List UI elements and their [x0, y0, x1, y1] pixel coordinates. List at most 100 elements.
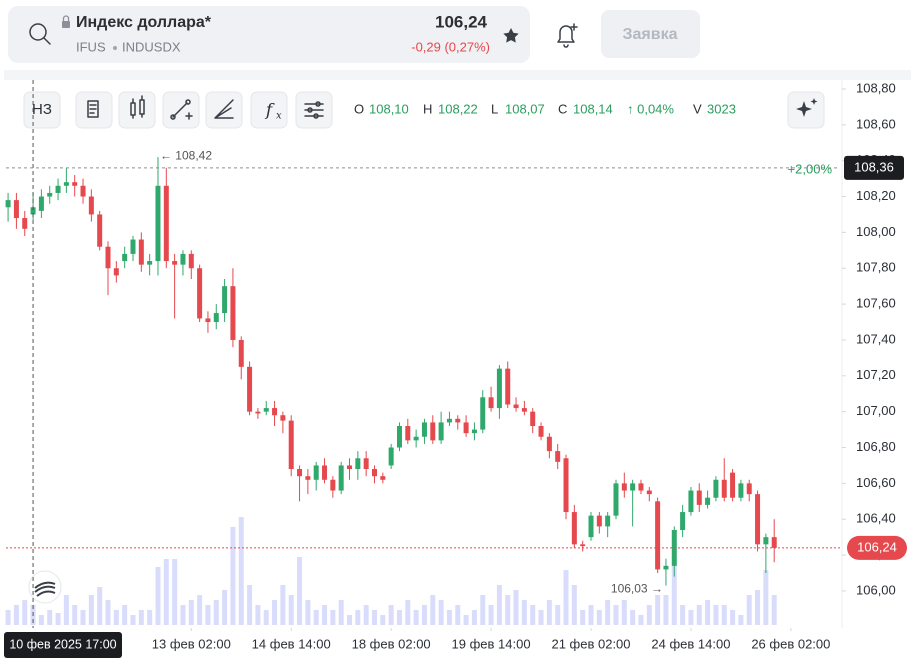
volume-bar: [413, 610, 419, 625]
volume-bar: [197, 595, 203, 625]
order-button[interactable]: [601, 10, 700, 58]
legend-value: 108,14: [573, 101, 613, 116]
volume-bar: [505, 595, 511, 625]
volume-bar: [13, 605, 19, 625]
candle-body: [55, 185, 61, 193]
volume-bar: [130, 615, 136, 625]
volume-bar: [580, 610, 586, 625]
broker-logo[interactable]: [28, 570, 62, 604]
y-tick-label: 106,80: [856, 439, 896, 454]
candle-body: [630, 483, 636, 491]
legend-value: 108,07: [505, 101, 545, 116]
volume-bar: [430, 595, 436, 625]
volume-bar: [480, 595, 486, 625]
separator-dot: [113, 46, 117, 50]
favorite-star[interactable]: [503, 28, 519, 43]
x-tick-label: 26 фев 02:00: [751, 636, 830, 651]
candle-body: [147, 261, 153, 265]
candle-body: [113, 268, 119, 276]
candle-body: [646, 490, 652, 495]
volume-bar: [255, 605, 261, 625]
chart-type-button[interactable]: [118, 91, 156, 129]
candle-body: [205, 318, 211, 323]
high-label: ← 108,42: [160, 148, 212, 162]
interval-label: НЗ: [32, 101, 52, 118]
volume-bar: [605, 600, 611, 625]
volume-bar: [438, 600, 444, 625]
candle-body: [696, 490, 702, 505]
alert-bell[interactable]: [557, 23, 578, 48]
candle-body: [88, 196, 94, 215]
volume-bar: [530, 605, 536, 625]
y-tick-label: 107,00: [856, 403, 896, 418]
volume-bar: [571, 585, 577, 625]
candle-body: [30, 207, 36, 215]
candle-body: [338, 465, 344, 491]
order-button-label: Заявка: [623, 26, 678, 43]
candle-body: [247, 366, 253, 412]
candle-body: [738, 483, 744, 498]
instrument-card[interactable]: [8, 6, 530, 63]
candle-body: [421, 422, 427, 437]
candle-body: [621, 483, 627, 491]
candle-body: [313, 465, 319, 480]
volume-bar: [47, 610, 53, 625]
candle-body: [413, 436, 419, 441]
volume-bar: [538, 610, 544, 625]
candle-body: [538, 426, 544, 437]
volume-bar: [297, 557, 303, 625]
legend-key: H: [423, 101, 432, 116]
volume-bar: [122, 605, 128, 625]
search-icon[interactable]: [29, 23, 51, 45]
volume-bar: [671, 565, 677, 625]
candle-body: [521, 408, 527, 412]
volume-bar: [72, 605, 78, 625]
candle-body: [530, 411, 536, 427]
svg-text:f: f: [264, 101, 275, 121]
volume-bar: [596, 610, 602, 625]
legend-key: C: [558, 101, 567, 116]
candle-body: [230, 286, 236, 340]
legend-value: 108,22: [438, 101, 478, 116]
volume-bar: [313, 610, 319, 625]
candle-body: [496, 368, 502, 409]
volume-bar: [371, 610, 377, 625]
volume-bar: [263, 610, 269, 625]
candle-body: [480, 397, 486, 430]
candle-body: [771, 537, 777, 548]
volume-bar: [5, 610, 11, 625]
volume-bar: [680, 605, 686, 625]
y-tick-label: 108,80: [856, 80, 896, 95]
candle-body: [63, 182, 69, 186]
candle-body: [238, 339, 244, 367]
volume-bar: [688, 610, 694, 625]
volume-bar: [721, 605, 727, 625]
volume-bar: [463, 615, 469, 625]
volume-bar: [188, 600, 194, 625]
volume-bar: [247, 585, 253, 625]
candle-body: [638, 483, 644, 491]
settings-button[interactable]: [295, 91, 333, 129]
volume-bar: [280, 585, 286, 625]
candle-body: [446, 418, 452, 423]
candle-body: [471, 429, 477, 434]
svg-text:x: x: [276, 111, 282, 122]
crosshair-label-box: [4, 632, 122, 658]
y-tick-label: 107,40: [856, 331, 896, 346]
candle-body: [155, 185, 161, 262]
ai-button[interactable]: [787, 91, 825, 129]
volume-bar: [38, 615, 44, 625]
volume-bar: [380, 615, 386, 625]
volume-bar: [421, 605, 427, 625]
candle-body: [322, 465, 328, 480]
candle-body: [263, 408, 269, 412]
legend-volume: 3023: [707, 101, 736, 116]
fib-button[interactable]: [205, 91, 243, 129]
candle-body: [138, 239, 144, 265]
last-price-label: 106,24: [857, 539, 897, 554]
volume-bar: [555, 605, 561, 625]
template-button[interactable]: [75, 91, 113, 129]
drawing-button[interactable]: [162, 91, 200, 129]
low-label: 106,03 →: [611, 582, 663, 596]
